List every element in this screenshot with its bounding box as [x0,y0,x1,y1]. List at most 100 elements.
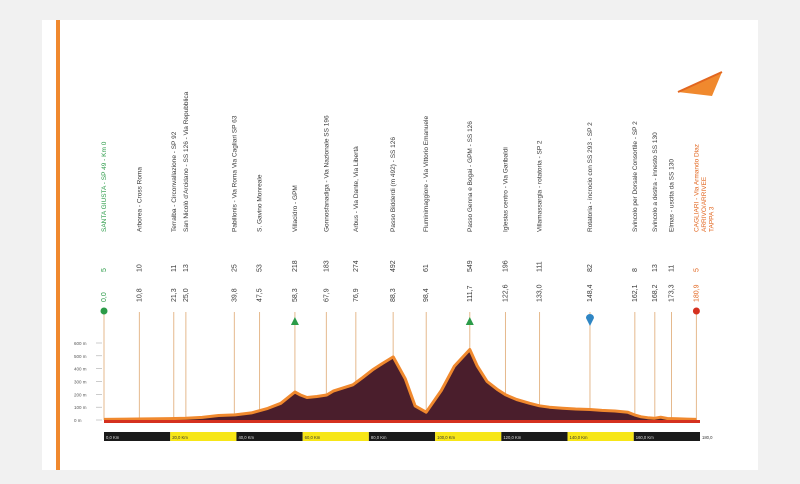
waypoint-km: 173,3 [669,284,676,302]
profile-area [103,348,700,423]
altitude-tick-label: 600 m [74,341,87,346]
waypoint-altitude: 8 [632,268,639,272]
waypoint-altitude: 53 [257,264,264,272]
waypoint-km: 58,3 [292,288,299,302]
waypoint-name: CAGLIARI - Via Armando Diaz [693,144,700,232]
waypoint-altitude: 11 [171,265,178,272]
waypoint-km: 25,0 [183,288,190,302]
waypoint-name: Gonnosfanadiga - Via Nazionale SS 196 [323,115,330,232]
waypoint-km: 122,6 [502,284,509,302]
altitude-tick-label: 0 m [74,418,82,423]
waypoint-name: Passo Genna e Bogai - GPM - SS 126 [467,121,474,232]
distance-bar: 0,0 Km 20,0 Km 40,0 Km 60,0 Km 80,0 Km 100,0 … [104,432,713,441]
waypoint-altitude: 274 [353,260,360,272]
distance-segment [633,432,700,441]
waypoint-altitude: 61 [423,264,430,272]
waypoint-name: SANTA GIUSTA - SP 49 - Km 0 [101,141,108,232]
distance-tick-label: 40,0 Km [238,435,254,440]
waypoint-name: Fluminimaggiore - Via Vittorio Emanuele [423,116,430,232]
waypoint-km: 180,9 [693,284,700,302]
waypoint-name: Elmas - uscita da SS 130 [669,159,676,232]
waypoint-name: Villamassargia - rotatoria - SP 2 [537,140,544,232]
waypoint-km: 21,3 [171,288,178,302]
altitude-axis: 600 m 500 m 400 m 300 m 200 m 100 m 0 m [74,341,102,423]
waypoint-altitude: 111 [537,261,544,272]
waypoint-altitude: 25 [231,264,238,272]
waypoint-altitude: 196 [502,260,509,272]
waypoint-km: 47,5 [257,288,264,302]
finish-marker-icon [692,307,700,315]
waypoint-name: Villacidro - GPM [292,185,299,232]
waypoint-km: 76,9 [353,288,360,302]
distance-segment [104,432,171,441]
gpm-triangle-icon [290,317,299,325]
waypoint-km: 148,4 [587,284,594,302]
waypoint-km: 168,2 [652,284,659,302]
distance-tick-label: 180,0 [702,435,713,440]
altitude-tick-label: 200 m [74,392,87,397]
waypoint-altitude: 183 [323,260,330,272]
altitude-tick-label: 300 m [74,380,87,385]
waypoint-altitude: 11 [669,265,676,272]
distance-segment [501,432,568,441]
waypoint-name: Arborea - Cross Roma [136,167,143,232]
waypoint-altitude: 5 [101,268,108,272]
waypoint-km: 0,0 [101,292,108,302]
left-accent-bar [56,20,60,470]
altitude-tick-label: 100 m [74,405,87,410]
waypoint-name: San Nicolò d'Arcidano - SS 126 - Via Rep… [183,91,190,232]
waypoint-name: Pabillonis - Via Roma Via Cagliari SP 63 [231,115,238,232]
distance-tick-label: 60,0 Km [305,435,321,440]
distance-tick-label: 140,0 Km [570,435,588,440]
waypoint-km: 10,8 [136,288,143,302]
waypoint-altitude: 10 [136,264,143,272]
distance-segment [302,432,369,441]
waypoint-km: 162,1 [632,284,639,302]
waypoint-altitude: 13 [183,264,190,272]
waypoint-name: Svincolo a destra - innesto SS 130 [652,132,659,232]
waypoint-km: 133,0 [537,284,544,302]
distance-tick-label: 120,0 Km [503,435,521,440]
altitude-tick-label: 500 m [74,354,87,359]
waypoint-labels: 0,0 5 SANTA GIUSTA - SP 49 - Km 0 10,8 10 Arb… [101,91,715,302]
distance-segment [236,432,303,441]
waypoint-name: Iglesias centro - Via Garibaldi [502,147,509,232]
waypoint-name: Svincolo per Dorsale Consortile - SP 2 [632,121,639,232]
distance-tick-label: 100,0 Km [437,435,455,440]
waypoint-altitude: 82 [587,264,594,272]
waypoint-km: 39,8 [231,288,238,302]
distance-tick-label: 80,0 Km [371,435,387,440]
waypoint-name: TAPPA 3 [708,206,715,232]
waypoint-km: 98,4 [423,288,430,302]
sprint-marker-icon [585,314,594,326]
waypoint-altitude: 218 [292,260,299,272]
elevation-line [103,348,697,421]
distance-segment [368,432,436,441]
altitude-tick-label: 400 m [74,367,87,372]
waypoint-name: S. Gavino Monreale [257,174,264,232]
elevation-fill [104,349,697,420]
distance-segment [567,432,634,441]
gpm-triangle-icon [465,317,474,325]
waypoint-altitude: 492 [390,260,397,272]
waypoint-name: ARRIVO/ARRIVEE [701,176,708,232]
waypoint-km: 88,3 [390,288,397,302]
distance-segment [170,432,237,441]
waypoint-markers [100,307,700,326]
baseline-band [104,420,700,423]
distance-segment [435,432,502,441]
distance-tick-label: 160,0 Km [636,435,654,440]
waypoint-altitude: 549 [467,260,474,272]
distance-tick-label: 0,0 Km [106,435,120,440]
distance-tick-label: 20,0 Km [172,435,188,440]
waypoint-altitude: 13 [652,264,659,272]
waypoint-km: 111,7 [467,285,474,302]
waypoint-lines [103,312,697,420]
waypoint-name: Arbus - Via Dante, Via Libertà [353,146,360,232]
waypoint-name: Terralba - Circonvallazione - SP 92 [171,131,178,232]
waypoint-name: Rotatoria - incrocio con SS 293 - SP 2 [587,122,594,232]
waypoint-altitude: 5 [693,268,700,272]
start-marker-icon [100,307,108,315]
waypoint-name: Passo Bidderdi (m 492) - SS 126 [390,137,397,232]
